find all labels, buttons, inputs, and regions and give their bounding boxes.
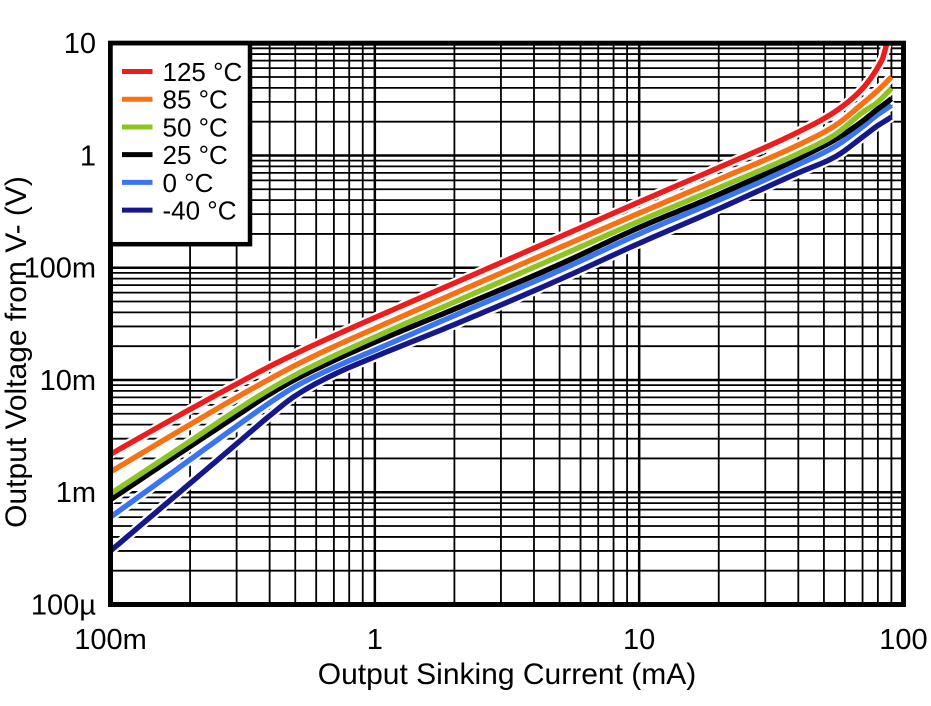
x-tick-label-10: 10 bbox=[623, 624, 655, 656]
legend-label-125 °C: 125 °C bbox=[163, 57, 243, 87]
legend-label-85 °C: 85 °C bbox=[163, 85, 228, 115]
y-tick-labels: 10 1 100m 10m 1m 100µ bbox=[23, 28, 96, 621]
y-tick-label-10: 10 bbox=[64, 28, 96, 60]
curve-25 °C bbox=[112, 96, 894, 502]
y-tick-label-1: 1 bbox=[80, 140, 96, 172]
plot-frame bbox=[108, 40, 906, 607]
curve-85 °C bbox=[112, 75, 894, 474]
y-tick-label-100µ: 100µ bbox=[31, 590, 96, 622]
curve-125 °C bbox=[112, 45, 890, 457]
x-tick-label-100m: 100m bbox=[74, 624, 147, 656]
curve--40 °C bbox=[112, 114, 893, 553]
legend-label-0 °C: 0 °C bbox=[163, 168, 214, 198]
data-curves bbox=[112, 45, 896, 555]
legend: 125 °C85 °C50 °C25 °C0 °C-40 °C bbox=[108, 40, 253, 247]
x-tick-label-100: 100 bbox=[879, 624, 927, 656]
legend-label-25 °C: 25 °C bbox=[163, 140, 228, 170]
y-tick-label-10m: 10m bbox=[40, 365, 96, 397]
x-axis-title: Output Sinking Current (mA) bbox=[318, 658, 696, 691]
legend-label--40 °C: -40 °C bbox=[163, 196, 237, 226]
y-axis-title: Output Voltage from V- (V) bbox=[0, 176, 33, 528]
x-tick-labels: 100m 1 10 100 bbox=[74, 624, 927, 656]
x-tick-label-1: 1 bbox=[367, 624, 383, 656]
legend-label-50 °C: 50 °C bbox=[163, 112, 228, 142]
y-tick-label-100m: 100m bbox=[23, 253, 96, 285]
curve-50 °C bbox=[112, 86, 894, 496]
curve-0 °C bbox=[112, 103, 893, 519]
y-tick-label-1m: 1m bbox=[56, 477, 96, 509]
